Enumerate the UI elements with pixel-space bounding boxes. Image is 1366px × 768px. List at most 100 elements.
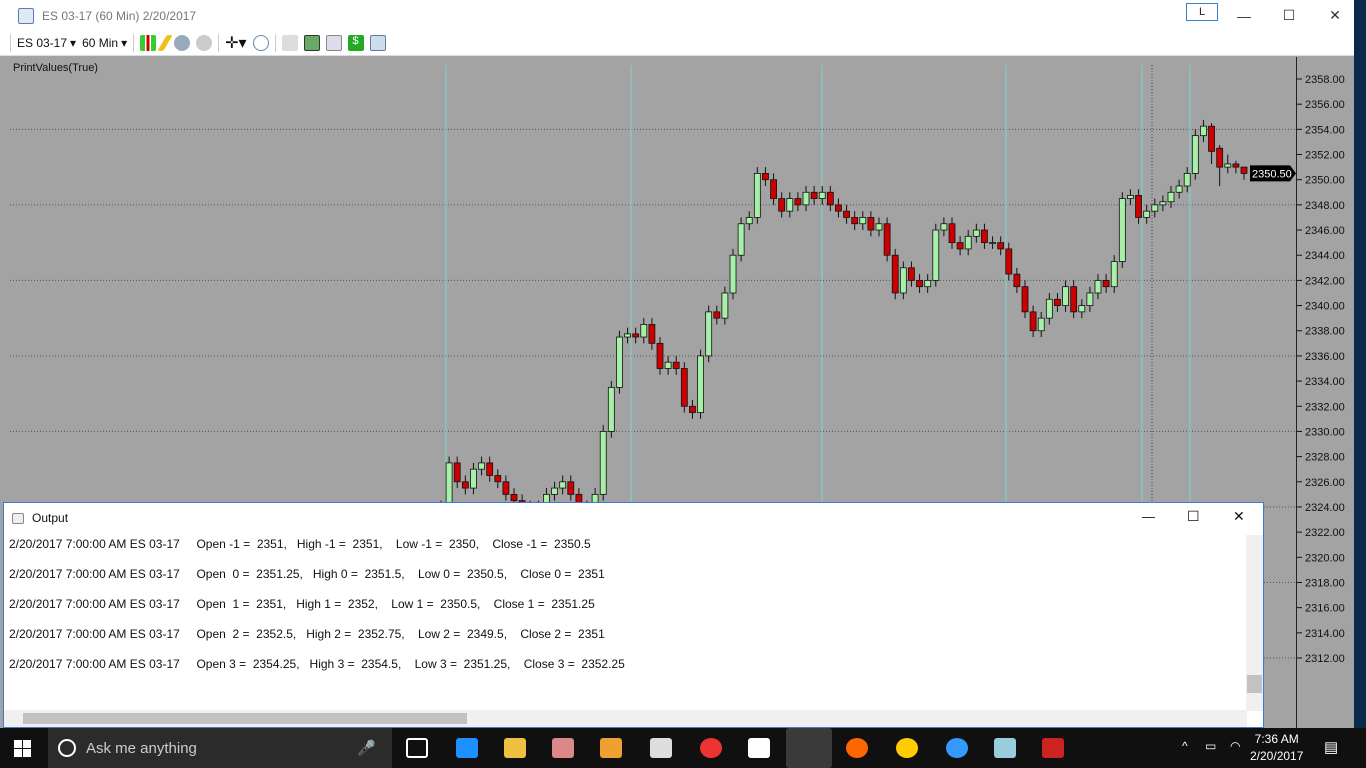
output-close-button[interactable]: ✕ [1233, 508, 1245, 524]
edge-icon[interactable] [456, 738, 478, 758]
magnifier-icon[interactable] [252, 35, 269, 51]
price-tick-label: 2314.00 [1305, 628, 1345, 640]
candle-up [1086, 292, 1094, 306]
task-view-icon[interactable] [406, 738, 428, 758]
search-box[interactable]: Ask me anything 🎤 [48, 728, 392, 768]
wifi-icon[interactable]: ◠ [1230, 739, 1241, 753]
price-tick-label: 2350.00 [1305, 175, 1345, 187]
output-window: Output — ☐ ✕ 2/20/2017 7:00:00 AM ES 03-… [3, 502, 1264, 728]
candle-up [964, 235, 972, 250]
media-player-icon[interactable] [600, 738, 622, 758]
price-tick-label: 2326.00 [1305, 477, 1345, 489]
candle-up [478, 462, 485, 470]
chrome-icon[interactable] [700, 738, 722, 758]
candle-up [972, 229, 980, 237]
price-tick-label: 2346.00 [1305, 225, 1345, 237]
data-box-icon[interactable] [369, 35, 386, 51]
price-tick-label: 2322.00 [1305, 527, 1345, 539]
candle-down [810, 191, 818, 199]
candle-up [1037, 317, 1045, 332]
price-tick-label: 2332.00 [1305, 401, 1345, 413]
properties-icon[interactable] [281, 35, 298, 51]
candle-down [672, 361, 680, 369]
candle-down [461, 481, 469, 489]
separator [218, 34, 220, 52]
pencil-draw-icon[interactable] [157, 35, 173, 51]
candle-up [940, 223, 948, 231]
indicator-icon[interactable] [325, 35, 342, 51]
clock[interactable]: 7:36 AM 2/20/2017 [1250, 731, 1303, 765]
candle-down [1208, 125, 1215, 152]
candle-up [664, 361, 672, 369]
candle-up [745, 217, 753, 225]
ninjatrader-icon[interactable] [786, 728, 832, 768]
show-hidden-icons[interactable]: ^ [1182, 739, 1188, 753]
window-title: ES 03-17 (60 Min) 2/20/2017 [42, 8, 197, 23]
internet-explorer-icon[interactable] [946, 738, 968, 758]
interval-dropdown[interactable]: 60 Min ▾ [82, 36, 128, 50]
close-button[interactable]: ✕ [1329, 7, 1341, 23]
output-line: 2/20/2017 7:00:00 AM ES 03-17 Open -1 = … [9, 537, 591, 551]
time: 7:36 AM [1254, 732, 1299, 746]
action-center-icon[interactable]: ▤ [1324, 739, 1339, 756]
price-tick-label: 2320.00 [1305, 552, 1345, 564]
instrument-dropdown[interactable]: ES 03-17 ▾ [17, 36, 77, 50]
candle-up [551, 487, 558, 495]
output-line: 2/20/2017 7:00:00 AM ES 03-17 Open 2 = 2… [9, 627, 605, 641]
candle-down [916, 279, 923, 288]
scroll-thumb[interactable] [1247, 675, 1262, 693]
candle-down [713, 311, 721, 319]
horizontal-scrollbar[interactable] [4, 710, 1247, 727]
battery-icon[interactable]: ▭ [1205, 739, 1217, 753]
price-axis[interactable]: 2358.00 2356.00 2354.00 2352.00 2350.00 2348.… [1296, 57, 1354, 728]
candle-up [1045, 298, 1053, 319]
price-tick-label: 2344.00 [1305, 250, 1345, 262]
file-explorer-icon[interactable] [504, 738, 526, 758]
microphone-icon[interactable]: 🎤 [357, 740, 376, 757]
candle-up [1127, 195, 1134, 199]
app-flower-icon[interactable] [896, 738, 918, 758]
current-price-marker [1250, 165, 1296, 182]
candle-up [729, 254, 737, 294]
bar-chart-icon[interactable] [303, 35, 320, 51]
taskbar: Ask me anything 🎤 ^ ▭ ◠ 7:36 AM 2/20/2017… [0, 728, 1366, 768]
candle-up [1151, 204, 1159, 212]
candle-down [1240, 166, 1248, 174]
output-maximize-button[interactable]: ☐ [1187, 508, 1200, 524]
candle-down [656, 342, 664, 369]
price-tick-label: 2358.00 [1305, 74, 1345, 86]
zoom-in-icon[interactable] [174, 35, 191, 51]
firefox-icon[interactable] [846, 738, 868, 758]
separator [274, 34, 276, 52]
candle-up [932, 229, 940, 281]
strategy-dollar-icon[interactable]: $ [347, 35, 364, 51]
candle-up [1118, 198, 1126, 262]
candle-up [1159, 201, 1167, 206]
candle-up [859, 217, 867, 225]
minimize-button[interactable]: — [1237, 7, 1251, 24]
candle-down [494, 475, 502, 483]
price-tick-label: 2336.00 [1305, 351, 1345, 363]
link-button[interactable]: L [1186, 3, 1218, 21]
maximize-button[interactable]: ☐ [1282, 7, 1296, 23]
scroll-thumb[interactable] [23, 713, 467, 724]
candle-up [1191, 135, 1199, 174]
crosshair-icon[interactable]: ✛▾ [225, 35, 247, 52]
app-icon[interactable] [994, 738, 1016, 758]
candle-up [924, 279, 932, 288]
candle-up [875, 223, 883, 231]
candle-down [1135, 195, 1142, 218]
vertical-scrollbar[interactable] [1246, 535, 1263, 711]
output-minimize-button[interactable]: — [1142, 509, 1155, 524]
app-icon[interactable] [1042, 738, 1064, 758]
vnc-icon[interactable] [748, 738, 770, 758]
store-icon[interactable] [650, 738, 672, 758]
candlestick-style-icon[interactable] [140, 35, 157, 51]
candle-down [1232, 163, 1240, 168]
app-icon[interactable] [552, 738, 574, 758]
candle-up [470, 468, 477, 489]
start-button[interactable] [14, 740, 31, 757]
candle-down [778, 198, 786, 212]
candle-down [794, 198, 802, 206]
zoom-out-icon[interactable] [196, 35, 213, 51]
